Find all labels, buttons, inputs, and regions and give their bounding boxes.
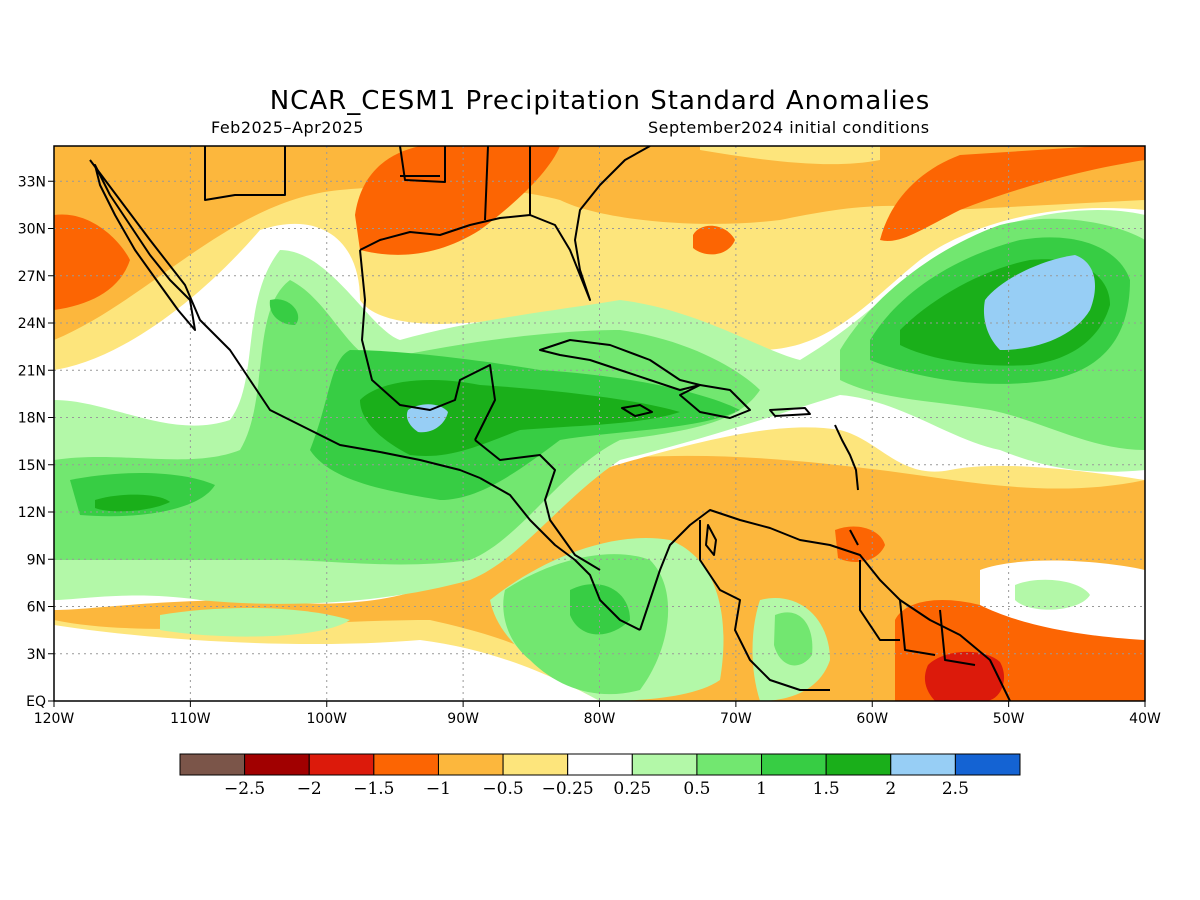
- anomaly-area: [693, 225, 735, 255]
- colorbar-label: 2: [885, 779, 896, 799]
- y-tick-label: 3N: [27, 647, 46, 663]
- anomaly-area: [835, 526, 885, 562]
- latitude-axis: EQ 3N 6N 9N 12N 15N 18N 21N 24N 27N 30N 33N: [18, 174, 54, 710]
- coastline-mexico-pacific: [89, 159, 481, 479]
- colorbar-swatch: [244, 753, 310, 776]
- colorbar-label: −0.25: [542, 779, 594, 799]
- anomaly-area: [355, 146, 560, 255]
- anomaly-area: [880, 146, 1145, 241]
- puerto-rico: [769, 407, 811, 417]
- x-tick-label: 80W: [584, 711, 616, 727]
- colorbar-label: 0.5: [683, 779, 710, 799]
- map-area: [54, 146, 1145, 701]
- colorbar-label: −1: [426, 779, 451, 799]
- colorbar-swatch: [179, 753, 246, 776]
- cuba: [539, 339, 701, 391]
- us-state-borders: [204, 146, 531, 221]
- colorbar: −2.5 −2 −1.5 −1 −0.5 −0.25 0.25 0.5 1 1.5 2 2.5: [179, 753, 1021, 799]
- colorbar-swatch: [954, 753, 1021, 776]
- colorbar-label: −2: [297, 779, 322, 799]
- y-tick-label: 12N: [18, 505, 46, 521]
- colorbar-swatch: [890, 753, 956, 776]
- x-tick-label: 100W: [306, 711, 347, 727]
- x-tick-label: 60W: [856, 711, 888, 727]
- y-tick-label: 21N: [18, 363, 46, 379]
- y-tick-label: 33N: [18, 174, 46, 190]
- x-tick-label: 90W: [447, 711, 479, 727]
- colorbar-swatch: [308, 753, 375, 776]
- guianas-border: [859, 560, 976, 666]
- anomaly-area: [54, 214, 130, 310]
- anomaly-area: [1015, 579, 1090, 610]
- anomaly-area: [983, 255, 1095, 350]
- anomaly-area: [160, 608, 350, 637]
- baja-california: [94, 164, 196, 331]
- colorbar-swatch: [761, 753, 827, 776]
- colorbar-swatch: [696, 753, 763, 776]
- colorbar-swatch: [825, 753, 892, 776]
- y-tick-label: EQ: [26, 694, 46, 710]
- y-tick-label: 9N: [27, 552, 46, 568]
- jamaica: [621, 404, 653, 417]
- initial-conditions: September2024 initial conditions: [648, 118, 930, 137]
- colorbar-label: 1.5: [813, 779, 840, 799]
- lake-maracaibo: [705, 524, 717, 556]
- y-tick-label: 15N: [18, 458, 46, 474]
- anomaly-area: [95, 494, 170, 512]
- x-tick-label: 50W: [993, 711, 1025, 727]
- colorbar-label: 1: [756, 779, 767, 799]
- colorbar-swatch: [437, 753, 504, 776]
- anomaly-area: [774, 612, 813, 666]
- colorbar-label: 2.5: [942, 779, 969, 799]
- coastline-us-gulf: [359, 146, 651, 301]
- y-tick-label: 27N: [18, 269, 46, 285]
- colorbar-label: −1.5: [353, 779, 394, 799]
- coastlines: [89, 146, 1011, 701]
- colorbar-swatch: [373, 753, 439, 776]
- x-tick-label: 40W: [1129, 711, 1161, 727]
- y-tick-label: 24N: [18, 316, 46, 332]
- central-america-caribbean: [474, 439, 601, 571]
- x-tick-label: 70W: [720, 711, 752, 727]
- coastline-gulf-of-mexico: [359, 249, 496, 441]
- colorbar-label: −2.5: [224, 779, 265, 799]
- y-tick-label: 30N: [18, 222, 46, 238]
- anomaly-area: [700, 146, 880, 165]
- colorbar-swatch: [567, 753, 633, 776]
- colorbar-label: 0.25: [613, 779, 651, 799]
- y-tick-label: 6N: [27, 600, 46, 616]
- chart-title: NCAR_CESM1 Precipitation Standard Anomal…: [269, 86, 931, 116]
- lesser-antilles: [834, 424, 859, 546]
- south-america-north: [639, 509, 1011, 701]
- gridlines: [54, 146, 1145, 701]
- y-tick-label: 18N: [18, 411, 46, 427]
- longitude-axis: 120W 110W 100W 90W 80W 70W 60W 50W 40W: [34, 701, 1161, 727]
- anomaly-area: [924, 651, 1005, 701]
- colorbar-swatch: [631, 753, 698, 776]
- forecast-period: Feb2025–Apr2025: [211, 118, 364, 137]
- hispaniola: [679, 384, 751, 419]
- anomaly-area: [269, 299, 299, 325]
- x-tick-label: 120W: [34, 711, 75, 727]
- colorbar-swatch: [502, 753, 569, 776]
- x-tick-label: 110W: [170, 711, 211, 727]
- colorbar-label: −0.5: [482, 779, 523, 799]
- anomaly-area: [406, 404, 448, 433]
- central-america: [479, 477, 641, 631]
- colombia-venezuela-border: [699, 520, 830, 691]
